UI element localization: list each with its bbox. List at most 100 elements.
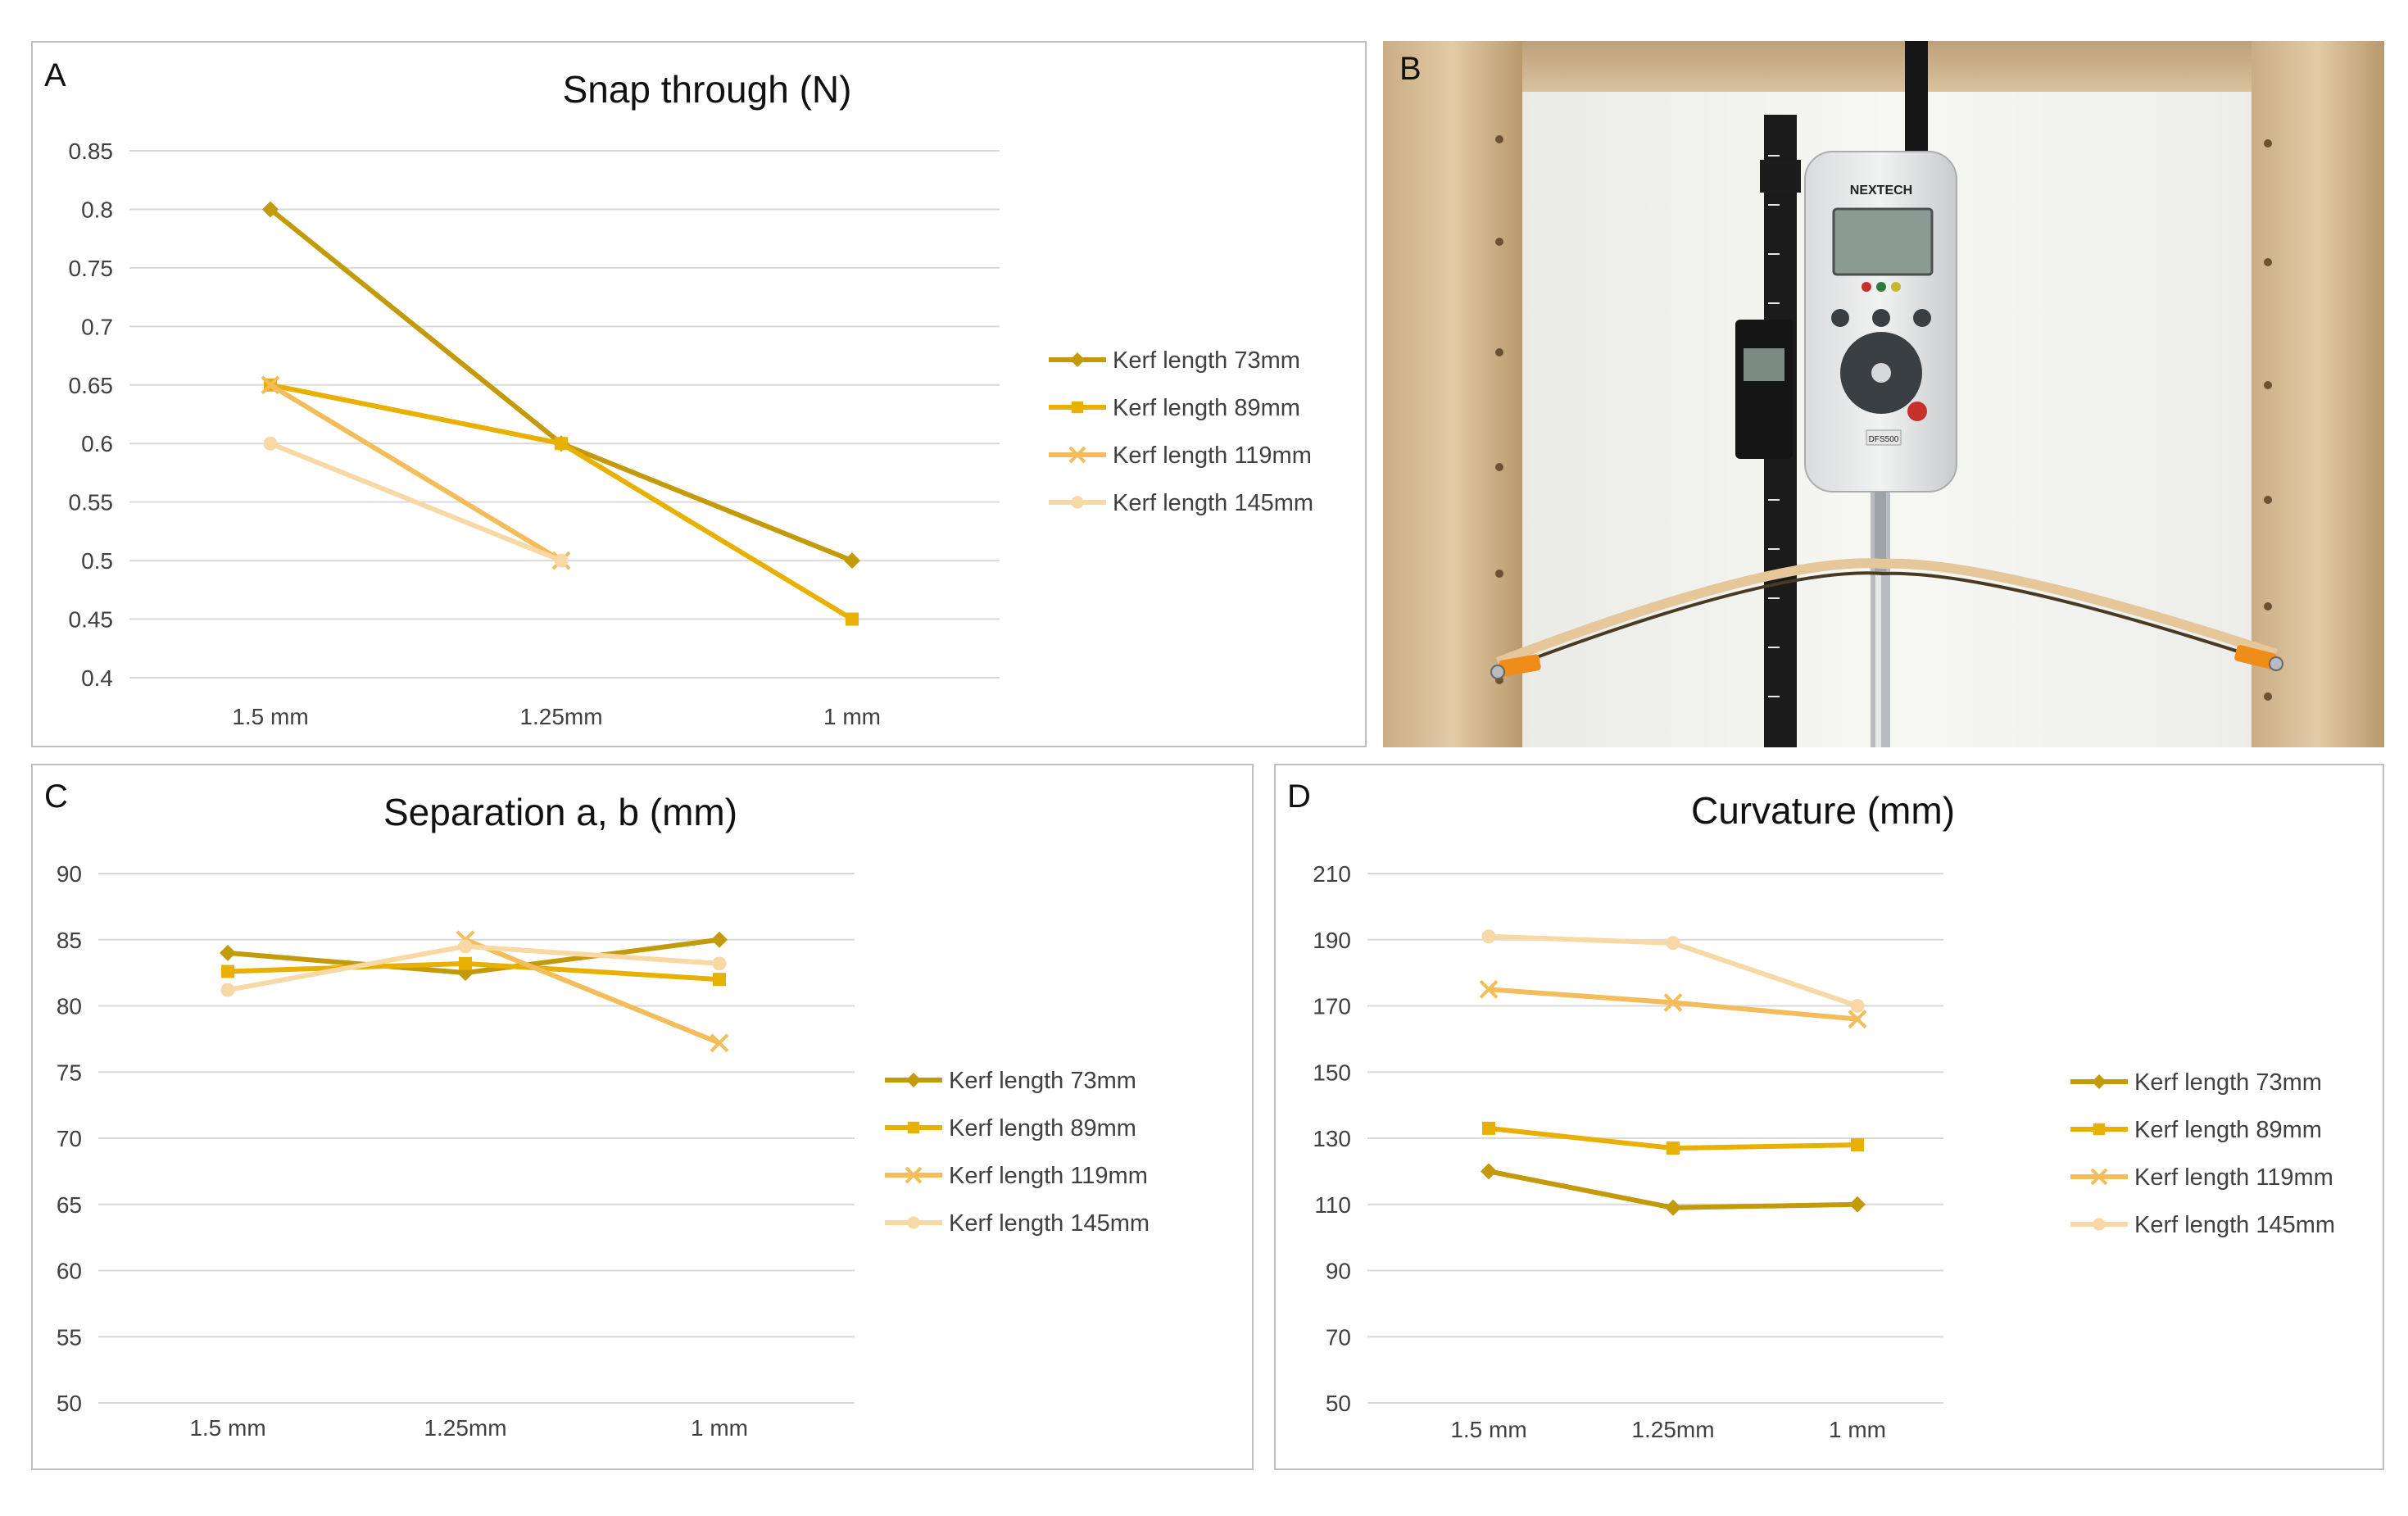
y-tick-label: 65 <box>57 1192 82 1218</box>
y-tick-label: 0.8 <box>81 197 113 222</box>
panel-letter-c: C <box>44 778 68 815</box>
x-tick-label: 1.5 mm <box>232 704 308 729</box>
legend-label: Kerf length 89mm <box>1113 395 1300 421</box>
data-point <box>1666 936 1680 951</box>
legend-label: Kerf length 119mm <box>949 1163 1148 1189</box>
legend-marker <box>1068 446 1086 464</box>
x-tick-label: 1.5 mm <box>1450 1417 1526 1442</box>
x-tick-label: 1 mm <box>691 1415 748 1441</box>
data-point <box>844 552 860 570</box>
photo-panel-b: NEXTECH DFS500 B <box>1383 41 2384 747</box>
chart-panel-a: A Snap through (N) 0.4 0.45 0.5 0.55 0.6 0.65… <box>31 41 1367 747</box>
chart-panel-d: D Curvature (mm) 50 70 90 110 130 150 170 190 21… <box>1274 764 2384 1470</box>
data-point <box>458 939 473 954</box>
x-tick-label: 1.5 mm <box>189 1415 265 1441</box>
legend-label: Kerf length 119mm <box>1113 443 1312 469</box>
y-tick-label: 75 <box>57 1060 82 1085</box>
y-tick-label: 70 <box>1326 1324 1351 1350</box>
series-line <box>269 383 563 563</box>
chart-svg-c: 50 55 60 65 70 75 80 85 90 1.5 mm 1.25mm 1 mm Kerf l… <box>57 861 1150 1441</box>
y-tick-label: 0.45 <box>69 607 114 633</box>
data-point <box>262 201 279 218</box>
data-point <box>459 956 472 970</box>
legend-label: Kerf length 89mm <box>2134 1117 2322 1143</box>
y-tick-label: 90 <box>57 861 82 887</box>
y-tick-label: 0.5 <box>81 548 113 574</box>
data-point <box>1849 1196 1866 1213</box>
data-point <box>1851 1138 1864 1152</box>
y-tick-label: 0.55 <box>69 490 114 515</box>
data-point <box>711 931 728 948</box>
chart-title-d: Curvature (mm) <box>1690 789 1956 832</box>
data-point <box>1481 1163 1497 1180</box>
y-tick-label: 55 <box>57 1324 82 1350</box>
y-tick-label: 110 <box>1314 1192 1351 1218</box>
data-point <box>710 1033 729 1053</box>
y-tick-label: 0.75 <box>69 256 114 281</box>
data-point <box>261 375 280 395</box>
y-tick-label: 190 <box>1313 928 1351 953</box>
data-point <box>554 553 569 568</box>
y-tick-label: 50 <box>1326 1391 1351 1416</box>
chart-svg-d: 50 70 90 110 130 150 170 190 210 1.5 mm 1.25mm 1 mm… <box>1313 861 2335 1442</box>
legend-marker <box>1070 352 1085 367</box>
y-tick-label: 50 <box>57 1391 82 1416</box>
data-point <box>263 436 278 451</box>
legend-label: Kerf length 89mm <box>949 1115 1136 1142</box>
legend-label: Kerf length 119mm <box>2134 1164 2333 1191</box>
data-point <box>220 983 235 997</box>
legend-label: Kerf length 73mm <box>949 1068 1136 1094</box>
x-tick-label: 1.25mm <box>424 1415 506 1441</box>
data-point <box>1482 1121 1495 1135</box>
data-point <box>1850 999 1865 1013</box>
y-tick-label: 0.4 <box>81 665 113 691</box>
series-line <box>269 441 563 563</box>
force-gauge-photo: NEXTECH DFS500 <box>1383 41 2384 747</box>
panel-letter-d: D <box>1287 778 1311 815</box>
y-tick-label: 0.7 <box>81 314 113 339</box>
y-tick-label: 0.85 <box>69 138 114 164</box>
legend-marker <box>2090 1168 2108 1186</box>
legend-marker <box>905 1166 923 1184</box>
y-tick-label: 85 <box>57 928 82 953</box>
data-point <box>846 612 859 626</box>
data-point <box>1481 929 1496 944</box>
x-tick-label: 1 mm <box>1829 1417 1886 1442</box>
data-point <box>712 956 727 971</box>
legend-marker <box>1071 401 1084 414</box>
y-tick-label: 170 <box>1313 994 1351 1019</box>
legend-marker <box>2093 1123 2106 1136</box>
data-point <box>1665 1199 1681 1216</box>
y-tick-label: 70 <box>57 1126 82 1151</box>
device-model: DFS500 <box>1869 435 1899 444</box>
legend-label: Kerf length 145mm <box>2134 1212 2335 1238</box>
data-point <box>555 437 568 451</box>
legend-label: Kerf length 145mm <box>949 1210 1150 1237</box>
y-tick-label: 150 <box>1313 1060 1351 1085</box>
x-tick-label: 1.25mm <box>1631 1417 1714 1442</box>
data-point <box>221 965 234 978</box>
y-tick-label: 130 <box>1313 1126 1351 1151</box>
legend-marker <box>2092 1074 2106 1089</box>
series-line <box>464 937 721 1046</box>
y-tick-label: 60 <box>57 1259 82 1284</box>
x-tick-label: 1 mm <box>823 704 881 729</box>
data-point <box>220 944 236 961</box>
panel-letter-a: A <box>44 57 66 93</box>
y-tick-label: 0.65 <box>69 373 114 398</box>
y-tick-label: 0.6 <box>81 431 113 456</box>
chart-svg-a: 0.4 0.45 0.5 0.55 0.6 0.65 0.7 0.75 0.8 0.85 1.5 m… <box>69 138 1314 729</box>
x-tick-label: 1.25mm <box>519 704 602 729</box>
y-tick-label: 80 <box>57 994 82 1019</box>
data-point <box>1667 1142 1680 1155</box>
data-point <box>713 973 726 987</box>
legend-label: Kerf length 73mm <box>2134 1069 2322 1096</box>
data-point <box>1663 993 1683 1012</box>
legend-marker <box>907 1216 920 1229</box>
legend-label: Kerf length 145mm <box>1113 490 1313 516</box>
chart-title-c: Separation a, b (mm) <box>383 791 738 833</box>
panel-letter-b: B <box>1399 51 1422 87</box>
legend-marker <box>907 1121 920 1134</box>
legend-marker <box>1071 496 1084 509</box>
legend-marker <box>2093 1218 2106 1231</box>
